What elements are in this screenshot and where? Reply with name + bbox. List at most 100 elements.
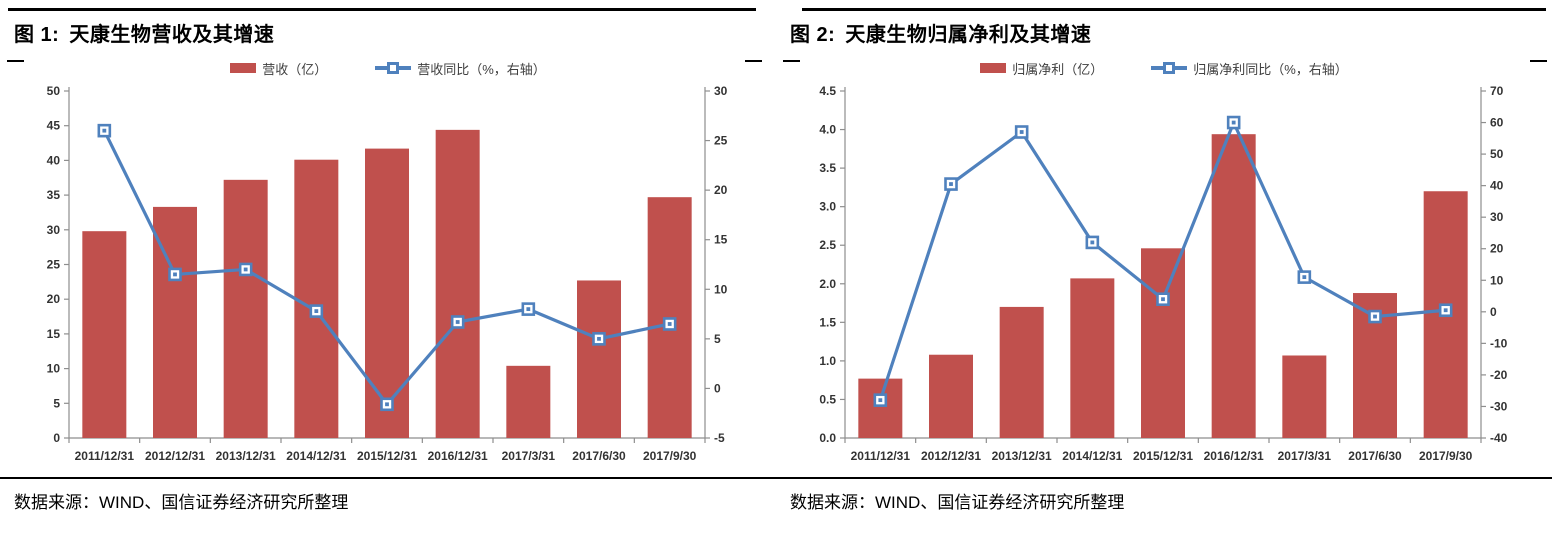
bar-swatch-icon (230, 63, 257, 73)
svg-text:40: 40 (47, 153, 61, 167)
bar-series (858, 134, 1468, 438)
figure-title-text: 天康生物营收及其增速 (69, 24, 275, 46)
legend-item-line: 营收同比（%，右轴） (375, 59, 546, 78)
svg-text:5: 5 (53, 396, 60, 410)
svg-text:2017/3/31: 2017/3/31 (502, 449, 556, 463)
svg-text:-5: -5 (714, 431, 725, 445)
axis-labels: 0 5 10 15 20 25 30 35 40 45 50 -5 0 5 10 15 20 25 30 2011/1… (47, 84, 728, 463)
figure-top-rule (802, 8, 1546, 11)
svg-text:1.0: 1.0 (819, 354, 836, 368)
data-source-note: 数据来源：WIND、国信证券经济研究所整理 (790, 493, 1125, 512)
svg-text:2014/12/31: 2014/12/31 (1062, 449, 1122, 463)
svg-text:4.0: 4.0 (819, 123, 836, 137)
svg-text:2.0: 2.0 (819, 277, 836, 291)
chart-legend: 营收（亿） 营收同比（%，右轴） (0, 59, 776, 77)
axis-labels: 0.0 0.5 1.0 1.5 2.0 2.5 3.0 3.5 4.0 4.5 -40 -30 -20 -… (819, 84, 1507, 463)
svg-text:-40: -40 (1490, 431, 1508, 445)
svg-text:2014/12/31: 2014/12/31 (286, 449, 346, 463)
svg-text:60: 60 (1490, 116, 1504, 130)
border-dash-right (745, 60, 762, 62)
svg-text:20: 20 (47, 292, 61, 306)
border-dash-right (1530, 60, 1547, 62)
svg-text:30: 30 (714, 84, 728, 98)
chart-legend: 归属净利（亿） 归属净利同比（%，右轴） (776, 59, 1552, 77)
figure-top-rule (8, 8, 756, 11)
svg-text:35: 35 (47, 188, 61, 202)
svg-text:40: 40 (1490, 179, 1504, 193)
svg-text:2015/12/31: 2015/12/31 (1133, 449, 1193, 463)
svg-text:2017/3/31: 2017/3/31 (1278, 449, 1332, 463)
svg-text:25: 25 (47, 258, 61, 272)
svg-text:2015/12/31: 2015/12/31 (357, 449, 417, 463)
svg-text:50: 50 (47, 84, 61, 98)
chart-canvas: 0.0 0.5 1.0 1.5 2.0 2.5 3.0 3.5 4.0 4.5 -40 -30 -20 -… (819, 84, 1507, 463)
figure-title: 图 2: 天康生物归属净利及其增速 (790, 18, 1552, 47)
svg-text:0.5: 0.5 (819, 392, 836, 406)
border-dash-left (7, 60, 24, 62)
figure-number: 图 1: (14, 24, 60, 46)
legend-line-label: 归属净利同比（%，右轴） (1193, 61, 1348, 77)
svg-text:30: 30 (47, 223, 61, 237)
svg-text:25: 25 (714, 134, 728, 148)
svg-text:2017/9/30: 2017/9/30 (643, 449, 697, 463)
svg-text:10: 10 (714, 282, 728, 296)
figure-bottom-rule (0, 477, 776, 479)
legend-item-line: 归属净利同比（%，右轴） (1151, 59, 1348, 78)
svg-text:10: 10 (47, 362, 61, 376)
figure-1-panel: 图 1: 天康生物营收及其增速 营收（亿） 营收同比（%，右轴） 0 5 10 15 20… (0, 8, 776, 512)
svg-text:2017/9/30: 2017/9/30 (1419, 449, 1473, 463)
legend-bar-label: 归属净利（亿） (1012, 61, 1104, 77)
svg-text:20: 20 (714, 183, 728, 197)
figure-2-panel: 图 2: 天康生物归属净利及其增速 归属净利（亿） 归属净利同比（%，右轴） 0.… (776, 0, 1552, 535)
svg-text:2011/12/31: 2011/12/31 (75, 449, 135, 463)
svg-text:2017/6/30: 2017/6/30 (572, 449, 626, 463)
bar-swatch-icon (980, 63, 1007, 73)
svg-text:30: 30 (1490, 210, 1504, 224)
line-series (97, 123, 677, 412)
line-marker-icon (1151, 62, 1188, 74)
data-source-note: 数据来源：WIND、国信证券经济研究所整理 (14, 493, 349, 512)
svg-text:2016/12/31: 2016/12/31 (428, 449, 488, 463)
svg-text:0: 0 (1490, 305, 1497, 319)
svg-text:0.0: 0.0 (819, 431, 836, 445)
svg-text:3.5: 3.5 (819, 161, 836, 175)
chart-canvas: 0 5 10 15 20 25 30 35 40 45 50 -5 0 5 10 15 20 25 30 2011/1… (47, 84, 728, 463)
legend-line-label: 营收同比（%，右轴） (417, 61, 546, 77)
svg-text:2012/12/31: 2012/12/31 (145, 449, 205, 463)
svg-text:2011/12/31: 2011/12/31 (851, 449, 911, 463)
svg-text:3.0: 3.0 (819, 200, 836, 214)
svg-text:1.5: 1.5 (819, 315, 836, 329)
svg-text:5: 5 (714, 332, 721, 346)
svg-text:4.5: 4.5 (819, 84, 836, 98)
figure-number: 图 2: (790, 24, 836, 46)
line-marker-icon (375, 62, 412, 74)
svg-text:-10: -10 (1490, 336, 1508, 350)
figure-bottom-rule (776, 477, 1552, 479)
legend-item-bar: 归属净利（亿） (980, 59, 1103, 78)
svg-text:45: 45 (47, 119, 61, 133)
svg-text:2012/12/31: 2012/12/31 (921, 449, 981, 463)
svg-text:-30: -30 (1490, 399, 1508, 413)
svg-text:10: 10 (1490, 273, 1504, 287)
svg-text:70: 70 (1490, 84, 1504, 98)
svg-text:2016/12/31: 2016/12/31 (1204, 449, 1264, 463)
bar-series (82, 129, 692, 438)
svg-text:0: 0 (714, 381, 721, 395)
figure-title-text: 天康生物归属净利及其增速 (845, 24, 1092, 46)
figure-title: 图 1: 天康生物营收及其增速 (14, 18, 776, 47)
svg-text:2017/6/30: 2017/6/30 (1348, 449, 1402, 463)
svg-text:2.5: 2.5 (819, 238, 836, 252)
legend-bar-label: 营收（亿） (262, 61, 328, 77)
svg-text:0: 0 (53, 431, 60, 445)
border-dash-left (783, 60, 800, 62)
svg-text:2013/12/31: 2013/12/31 (992, 449, 1052, 463)
legend-item-bar: 营收（亿） (230, 59, 327, 78)
svg-text:50: 50 (1490, 147, 1504, 161)
svg-text:2013/12/31: 2013/12/31 (216, 449, 276, 463)
svg-text:15: 15 (47, 327, 61, 341)
svg-text:15: 15 (714, 233, 728, 247)
svg-text:-20: -20 (1490, 368, 1508, 382)
svg-text:20: 20 (1490, 242, 1504, 256)
line-series (873, 115, 1453, 407)
